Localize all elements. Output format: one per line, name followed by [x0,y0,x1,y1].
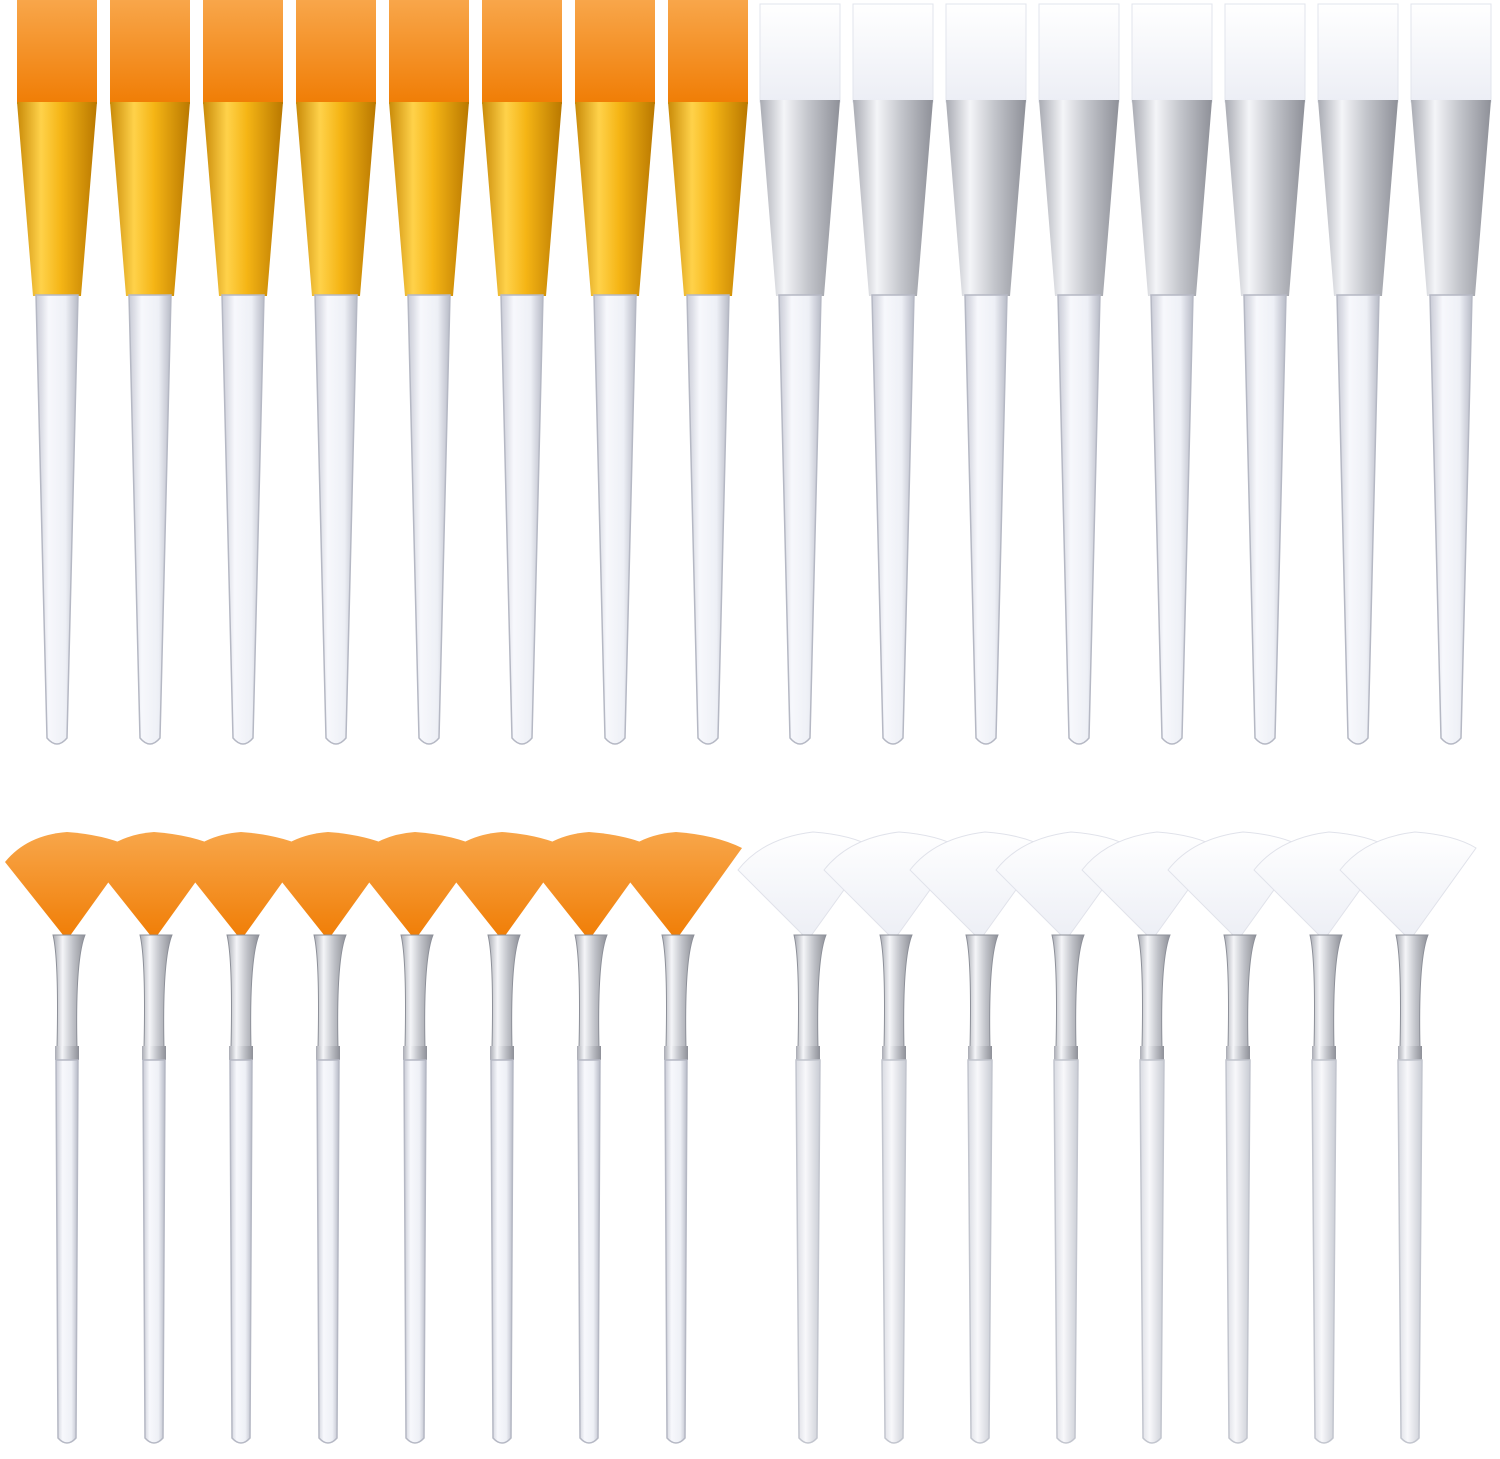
brush [179,832,307,1443]
brush [389,0,469,744]
brush [996,832,1132,1443]
brush [1168,832,1304,1443]
flat-brushes-white [760,4,1491,744]
brush [482,0,562,744]
brush [910,832,1046,1443]
brush [614,832,742,1443]
brush [946,4,1026,744]
brush [738,832,874,1443]
brush [5,832,133,1443]
brush [17,0,97,744]
brush [1132,4,1212,744]
brush [110,0,190,744]
brush [1254,832,1390,1443]
brush [92,832,220,1443]
brush [1225,4,1305,744]
brush [296,0,376,744]
flat-brushes-orange [17,0,748,744]
brush [527,832,655,1443]
fan-brushes-white [738,832,1476,1443]
brush [1411,4,1491,744]
brush [440,832,568,1443]
brush [853,4,933,744]
brush [203,0,283,744]
brush [353,832,481,1443]
brush [1340,832,1476,1443]
fan-brushes-orange [5,832,742,1443]
brush [668,0,748,744]
brush [266,832,394,1443]
brush [1082,832,1218,1443]
brush [760,4,840,744]
brush [1318,4,1398,744]
brush [1039,4,1119,744]
brush [575,0,655,744]
brush [824,832,960,1443]
